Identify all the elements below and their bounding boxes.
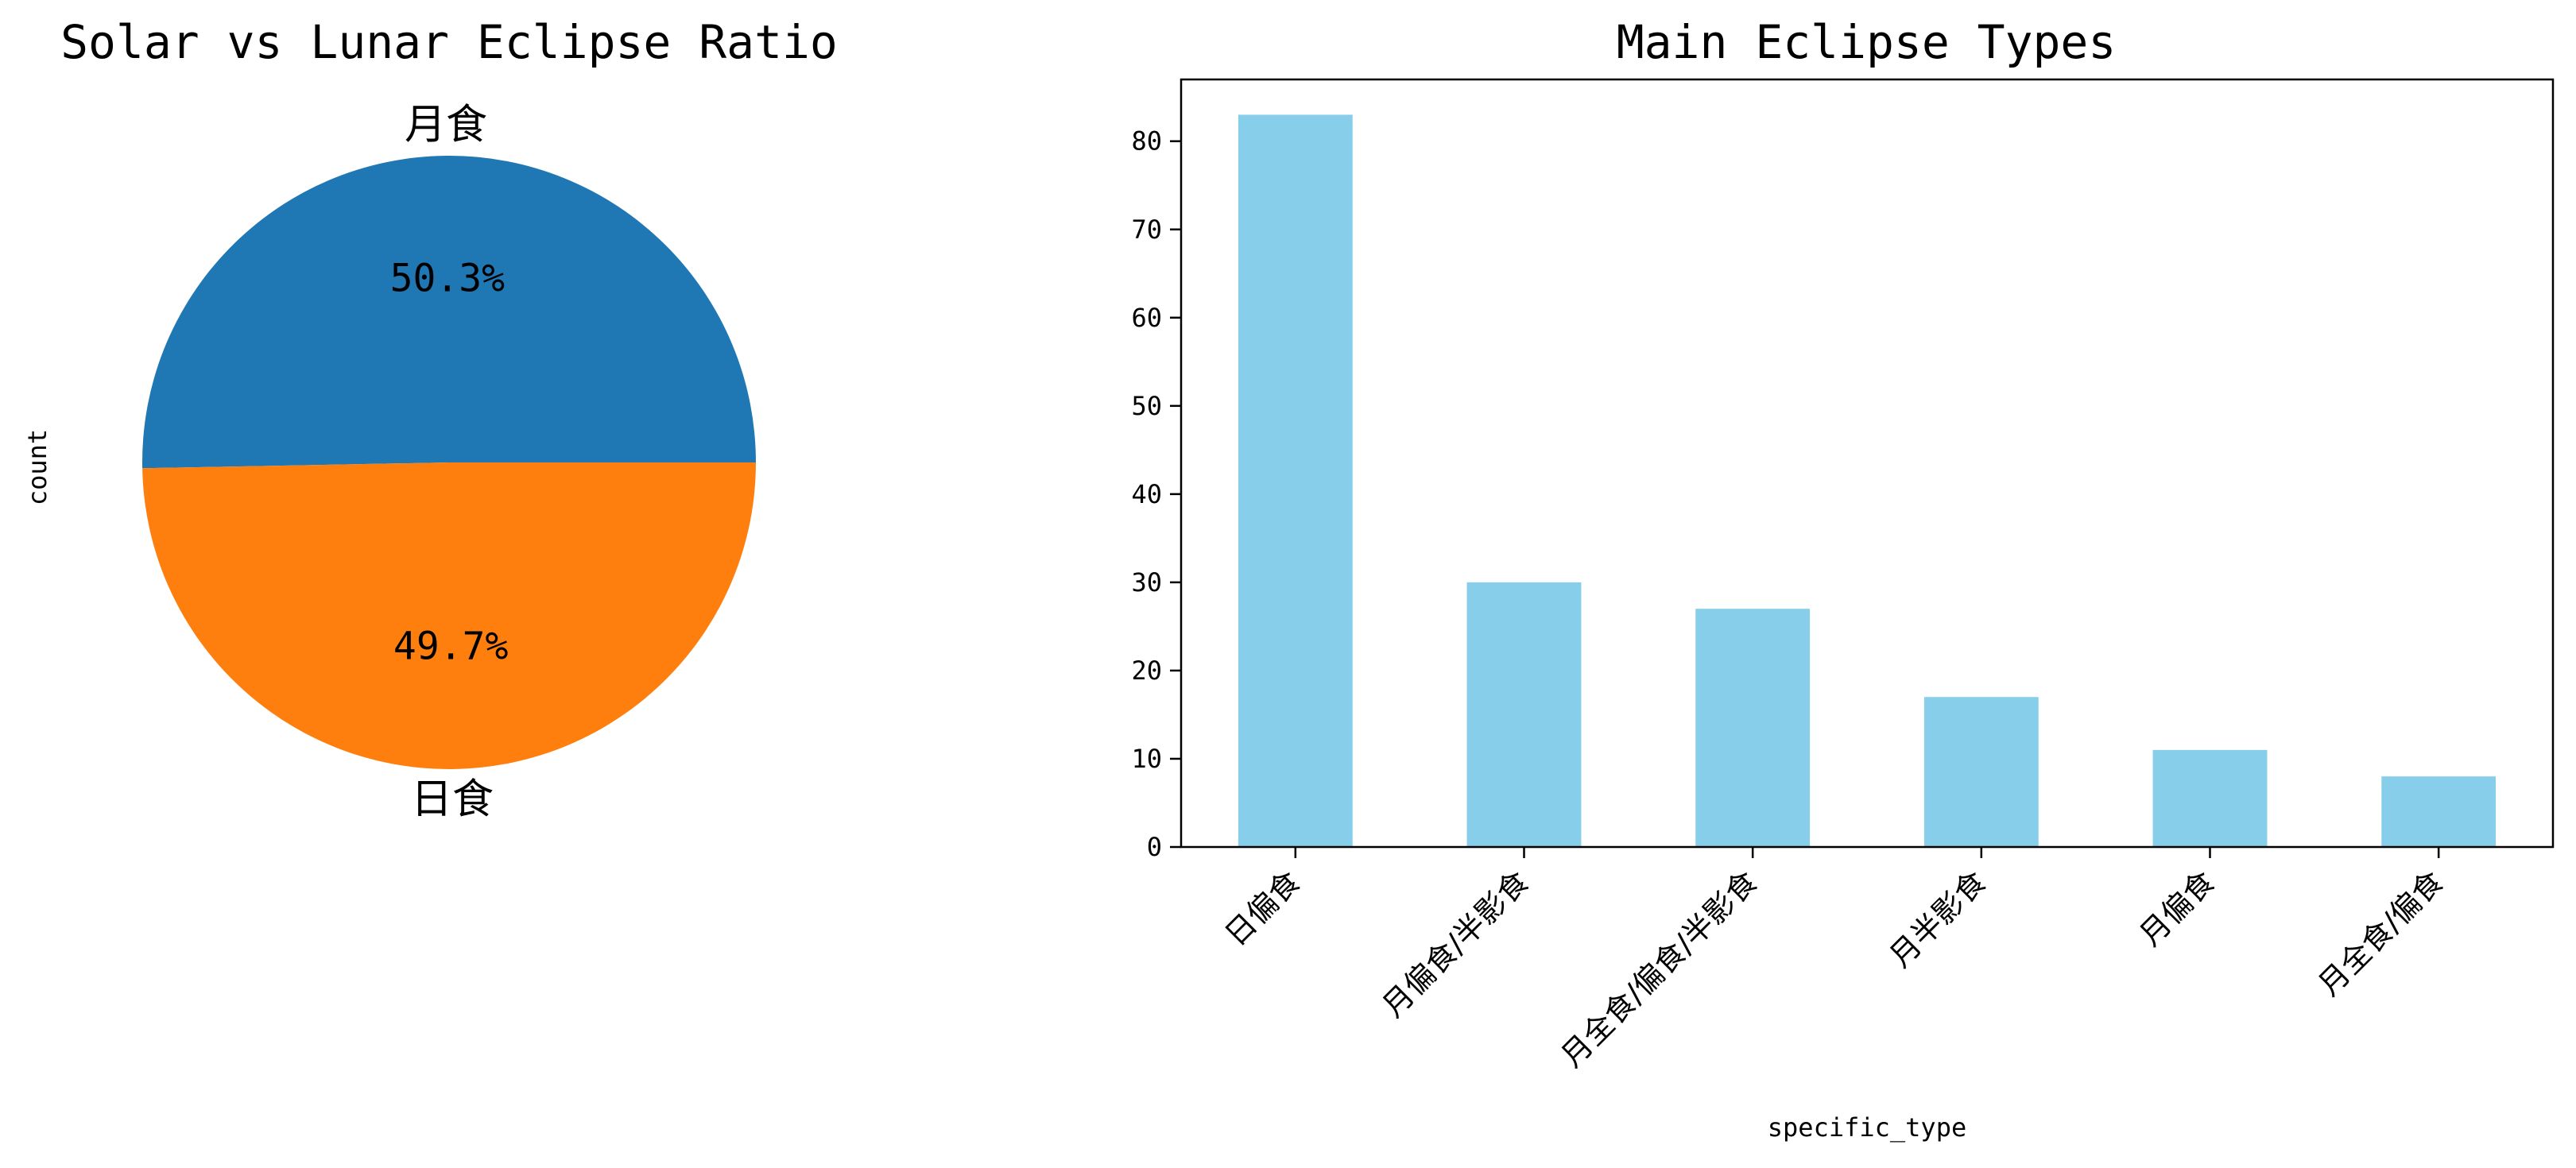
- pie-slice-pct-0: 50.3%: [390, 256, 506, 300]
- x-tick-label-0: 日偏食: [1218, 864, 1307, 953]
- pie-slice-label-1: 日食: [411, 776, 494, 824]
- plot-area-frame: [1180, 78, 2555, 849]
- y-tick-label-7: 70: [1131, 215, 1162, 245]
- x-axis-ticks: 日偏食 月偏食/半影食 月全食/偏食/半影食 月半影食 月偏食 月全食/偏食: [1218, 847, 2450, 1073]
- x-tick-label-3: 月半影食: [1883, 864, 1993, 974]
- y-tick-label-0: 0: [1147, 832, 1162, 862]
- bar-3: [1923, 697, 2039, 847]
- pie-slices: [142, 156, 757, 770]
- x-tick-label-1: 月偏食/半影食: [1375, 864, 1535, 1023]
- y-tick-label-3: 30: [1131, 567, 1162, 598]
- bar-panel: Main Eclipse Types 0 10 20 30 40 50 60 70 80 日偏食…: [1131, 15, 2555, 1143]
- y-tick-label-4: 40: [1131, 479, 1162, 509]
- y-tick-label-5: 50: [1131, 391, 1162, 421]
- bar-1: [1466, 582, 1582, 847]
- bar-xlabel: specific_type: [1768, 1112, 1966, 1143]
- y-axis-ticks: 0 10 20 30 40 50 60 70 80: [1131, 126, 1181, 862]
- bar-5: [2381, 776, 2497, 847]
- bar-2: [1695, 609, 1811, 847]
- pie-labels: 月食 50.3% 日食 49.7%: [390, 101, 509, 823]
- x-tick-label-2: 月全食/偏食/半影食: [1554, 864, 1764, 1073]
- y-tick-label-1: 10: [1131, 744, 1162, 774]
- y-tick-label-6: 60: [1131, 303, 1162, 333]
- pie-slice-label-0: 月食: [405, 101, 487, 149]
- pie-ylabel: count: [22, 429, 52, 505]
- x-tick-label-4: 月偏食: [2132, 864, 2222, 953]
- pie-slice-0: [142, 156, 757, 469]
- bar-series: [1238, 114, 2497, 847]
- bar-4: [2152, 749, 2268, 847]
- pie-slice-pct-1: 49.7%: [393, 625, 509, 669]
- bar-0: [1238, 114, 1353, 847]
- y-tick-label-8: 80: [1131, 126, 1162, 157]
- bar-title: Main Eclipse Types: [1617, 15, 2117, 69]
- x-tick-label-5: 月全食/偏食: [2311, 864, 2450, 1003]
- pie-slice-1: [142, 462, 756, 770]
- pie-title: Solar vs Lunar Eclipse Ratio: [60, 15, 838, 69]
- pie-panel: Solar vs Lunar Eclipse Ratio count 月食 50.…: [22, 15, 838, 824]
- y-tick-label-2: 20: [1131, 656, 1162, 686]
